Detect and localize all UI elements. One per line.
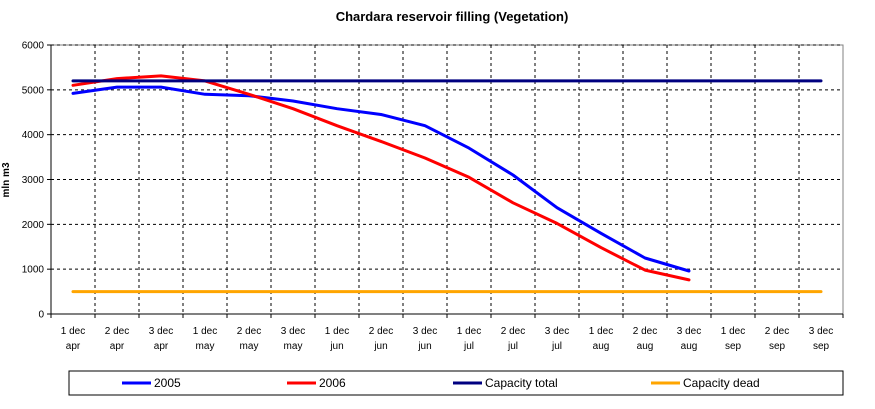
x-tick-label: 3 dec sep (809, 326, 833, 352)
x-tick-label: 3 dec jun (413, 326, 437, 352)
x-tick-label: 1 dec aug (589, 326, 613, 352)
y-tick-label: 0 (38, 310, 44, 321)
series-layer (71, 74, 823, 294)
x-tick-label: 1 dec apr (61, 326, 85, 352)
y-axis-label: mln m3 (1, 162, 12, 197)
y-tick-label: 5000 (22, 85, 45, 96)
x-tick-label: 3 dec aug (677, 326, 701, 352)
x-tick-label: 1 dec jun (325, 326, 349, 352)
x-tick-label: 3 dec jul (545, 326, 569, 352)
x-tick-label: 3 dec apr (149, 326, 173, 352)
x-tick-label: 2 dec jul (501, 326, 525, 352)
x-tick-label: 2 dec may (237, 326, 261, 352)
legend-label: 2005 (154, 376, 181, 390)
y-tick-label: 3000 (22, 175, 45, 186)
y-tick-label: 6000 (22, 41, 45, 52)
axis-layer: 0 1000 2000 3000 4000 5000 6000 1 dec apr 2 dec ap… (22, 41, 844, 352)
legend-label: Capacity dead (683, 376, 760, 390)
legend: 2005 2006 Capacity total Capacity dead (68, 370, 844, 396)
y-tick-label: 2000 (22, 220, 45, 231)
legend-label: 2006 (319, 376, 346, 390)
grid-layer (50, 44, 844, 315)
x-tick-label: 2 dec apr (105, 326, 129, 352)
chart-title: Chardara reservoir filling (Vegetation) (336, 9, 569, 24)
legend-label: Capacity total (485, 376, 558, 390)
series-line (71, 74, 691, 282)
x-tick-label: 2 dec jun (369, 326, 393, 352)
x-tick-label: 2 dec aug (633, 326, 657, 352)
x-tick-label: 2 dec sep (765, 326, 789, 352)
x-tick-label: 1 dec may (193, 326, 217, 352)
x-tick-label: 3 dec may (281, 326, 305, 352)
x-tick-label: 1 dec sep (721, 326, 745, 352)
y-tick-label: 1000 (22, 265, 45, 276)
series-line (71, 85, 691, 273)
y-tick-label: 4000 (22, 130, 45, 141)
x-tick-label: 1 dec jul (457, 326, 481, 352)
